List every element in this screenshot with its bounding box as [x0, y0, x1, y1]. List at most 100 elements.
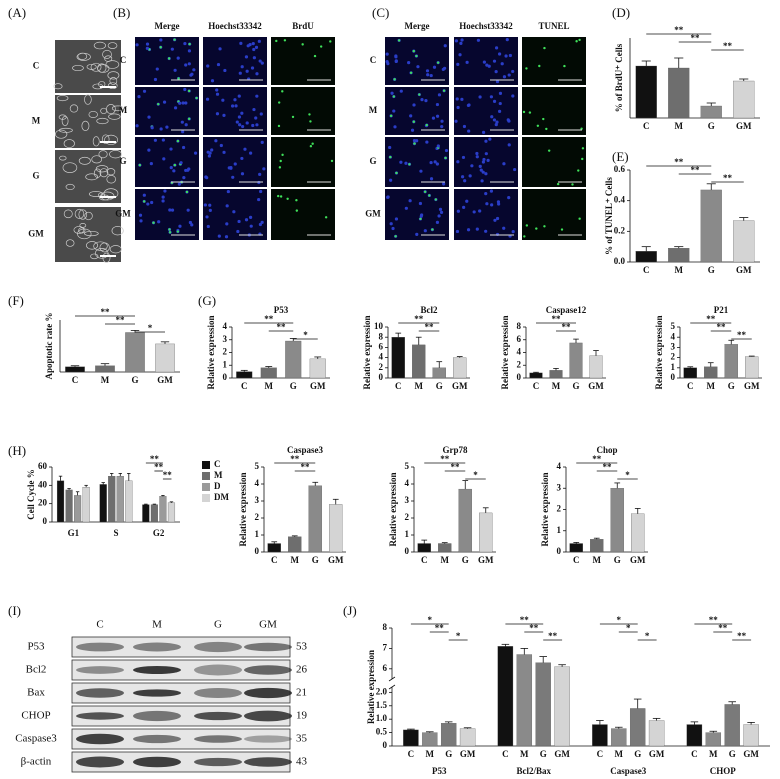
protein-label: β-actin — [21, 756, 52, 768]
nucleus — [507, 73, 511, 77]
bracket-label: ** — [529, 623, 539, 633]
nucleus — [205, 97, 210, 101]
bar — [432, 367, 446, 379]
y-tick-label: 2.0 — [376, 686, 388, 696]
row-label: G — [369, 156, 376, 166]
stained-cell — [277, 101, 281, 104]
nucleus — [502, 75, 507, 79]
protein-label: CHOP — [21, 710, 50, 722]
nucleus — [465, 199, 469, 203]
bar — [453, 357, 467, 379]
nucleus — [178, 224, 182, 228]
stained-cell — [392, 95, 396, 98]
x-tick-label: G — [572, 381, 579, 391]
nucleus — [463, 179, 467, 183]
nucleus — [484, 139, 488, 143]
nucleus — [153, 77, 158, 82]
nucleus — [410, 128, 415, 132]
nucleus — [456, 105, 460, 110]
stained-cell — [409, 71, 413, 75]
x-tick-label: G — [131, 375, 138, 385]
bar — [705, 732, 722, 747]
band — [76, 642, 124, 652]
nucleus — [481, 130, 486, 134]
cell — [58, 114, 67, 120]
cell — [59, 155, 67, 161]
cell — [90, 253, 99, 260]
stained-cell — [281, 153, 284, 157]
nucleus — [472, 210, 476, 214]
axis-break — [388, 676, 396, 682]
micrograph — [55, 207, 121, 262]
nucleus — [458, 53, 462, 57]
cell — [73, 226, 85, 234]
band — [194, 735, 242, 743]
stained-cell — [177, 77, 180, 80]
x-tick-label: C — [421, 555, 428, 565]
band — [76, 733, 124, 745]
cell — [77, 52, 88, 60]
chart-title: Bcl2 — [421, 305, 438, 315]
bracket-label: * — [428, 615, 433, 625]
nucleus — [182, 176, 186, 180]
nucleus — [142, 193, 146, 197]
nucleus — [494, 123, 498, 127]
bar — [440, 723, 457, 747]
y-tick-label: 8 — [517, 321, 522, 331]
bar — [635, 65, 657, 119]
x-tick-label: GM — [630, 555, 646, 565]
nucleus — [511, 94, 515, 98]
bar — [329, 504, 343, 553]
y-tick-label: 40 — [38, 479, 48, 489]
x-tick-label: M — [675, 121, 684, 131]
stained-cell — [418, 93, 421, 96]
legend-label: M — [214, 470, 223, 480]
stained-cell — [275, 39, 278, 43]
nucleus — [443, 66, 447, 70]
nucleus — [443, 44, 447, 48]
x-tick-label: M — [265, 381, 274, 391]
nucleus — [149, 161, 153, 166]
x-tick-label: Caspase3 — [610, 766, 647, 776]
bracket-label: ** — [674, 157, 684, 167]
column-header: Merge — [405, 21, 430, 31]
nucleus — [476, 38, 481, 42]
cell — [84, 230, 99, 237]
band — [133, 710, 181, 722]
nucleus — [481, 170, 485, 174]
stained-cell — [295, 198, 298, 202]
cell — [53, 83, 63, 90]
stained-cell — [522, 110, 526, 114]
micrograph — [55, 95, 121, 148]
band — [133, 642, 181, 652]
cell — [61, 115, 69, 127]
band — [244, 642, 292, 652]
bar — [668, 248, 690, 263]
nucleus — [494, 46, 499, 50]
bar — [590, 539, 604, 553]
nucleus — [147, 115, 151, 119]
stained-cell — [412, 49, 415, 53]
nucleus — [180, 120, 184, 124]
nucleus — [172, 169, 176, 173]
row-label: M — [119, 105, 128, 115]
micrograph — [203, 87, 267, 135]
nucleus — [478, 164, 482, 168]
nucleus — [404, 206, 408, 210]
panel-label: (J) — [343, 603, 357, 618]
nucleus — [232, 210, 236, 214]
cell — [69, 104, 79, 113]
nucleus — [393, 125, 397, 129]
y-tick-label: 6 — [383, 663, 388, 673]
nucleus — [181, 101, 185, 105]
cell — [84, 94, 92, 105]
nucleus — [416, 65, 420, 69]
nucleus — [429, 73, 433, 78]
nucleus — [470, 164, 474, 168]
bar — [648, 720, 665, 747]
stained-cell — [281, 90, 284, 93]
nucleus — [440, 125, 444, 129]
x-tick-label: GM — [744, 381, 760, 391]
nucleus — [391, 226, 395, 231]
x-tick-label: M — [552, 381, 561, 391]
